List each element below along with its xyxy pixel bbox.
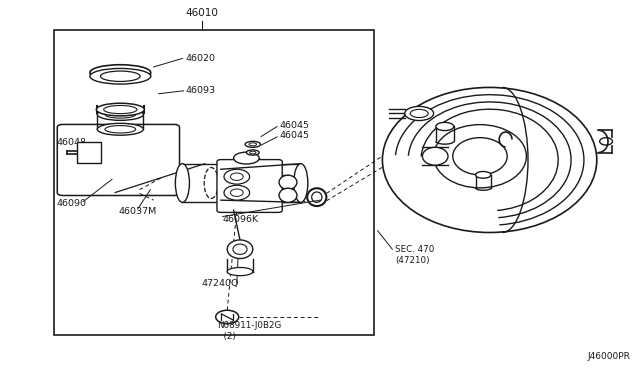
Text: 46045: 46045 [280,121,310,130]
Ellipse shape [100,71,140,81]
FancyBboxPatch shape [217,160,282,212]
Text: 46048: 46048 [57,138,87,147]
Circle shape [224,185,250,200]
Text: 46045: 46045 [280,131,310,140]
Ellipse shape [422,147,448,165]
Ellipse shape [97,124,143,135]
Ellipse shape [279,188,297,202]
Ellipse shape [476,171,491,178]
Text: SEC. 470
(47210): SEC. 470 (47210) [395,245,435,265]
Circle shape [224,169,250,184]
Text: 46096K: 46096K [223,215,259,224]
FancyBboxPatch shape [58,125,179,196]
Bar [54,30,374,335]
Text: 47240Q: 47240Q [202,279,239,288]
Ellipse shape [175,164,189,202]
Ellipse shape [436,122,454,131]
Text: 46090: 46090 [57,199,87,208]
Ellipse shape [234,152,259,164]
Text: 46037M: 46037M [118,207,157,216]
Ellipse shape [294,164,308,202]
Ellipse shape [227,240,253,259]
Text: 46010: 46010 [185,8,218,18]
Ellipse shape [246,150,259,155]
Ellipse shape [97,109,143,121]
Ellipse shape [279,175,297,189]
Bar [77,142,101,163]
Text: 46020: 46020 [186,54,216,63]
Text: N08911-J0B2G
  (2): N08911-J0B2G (2) [218,321,282,341]
Ellipse shape [90,65,151,80]
Ellipse shape [227,267,253,276]
Ellipse shape [96,103,145,116]
Ellipse shape [90,68,151,84]
Ellipse shape [245,141,260,147]
Text: J46000PR: J46000PR [588,352,630,361]
Text: 46093: 46093 [186,86,216,95]
Ellipse shape [405,106,434,121]
